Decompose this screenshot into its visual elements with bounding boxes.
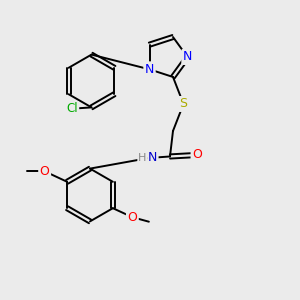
Text: N: N [148,152,158,164]
Text: H: H [138,153,147,163]
Text: N: N [145,63,154,76]
Text: Cl: Cl [66,102,78,116]
Text: O: O [192,148,202,161]
Text: O: O [128,211,137,224]
Text: S: S [179,98,188,110]
Text: N: N [183,50,192,64]
Text: O: O [40,165,50,178]
